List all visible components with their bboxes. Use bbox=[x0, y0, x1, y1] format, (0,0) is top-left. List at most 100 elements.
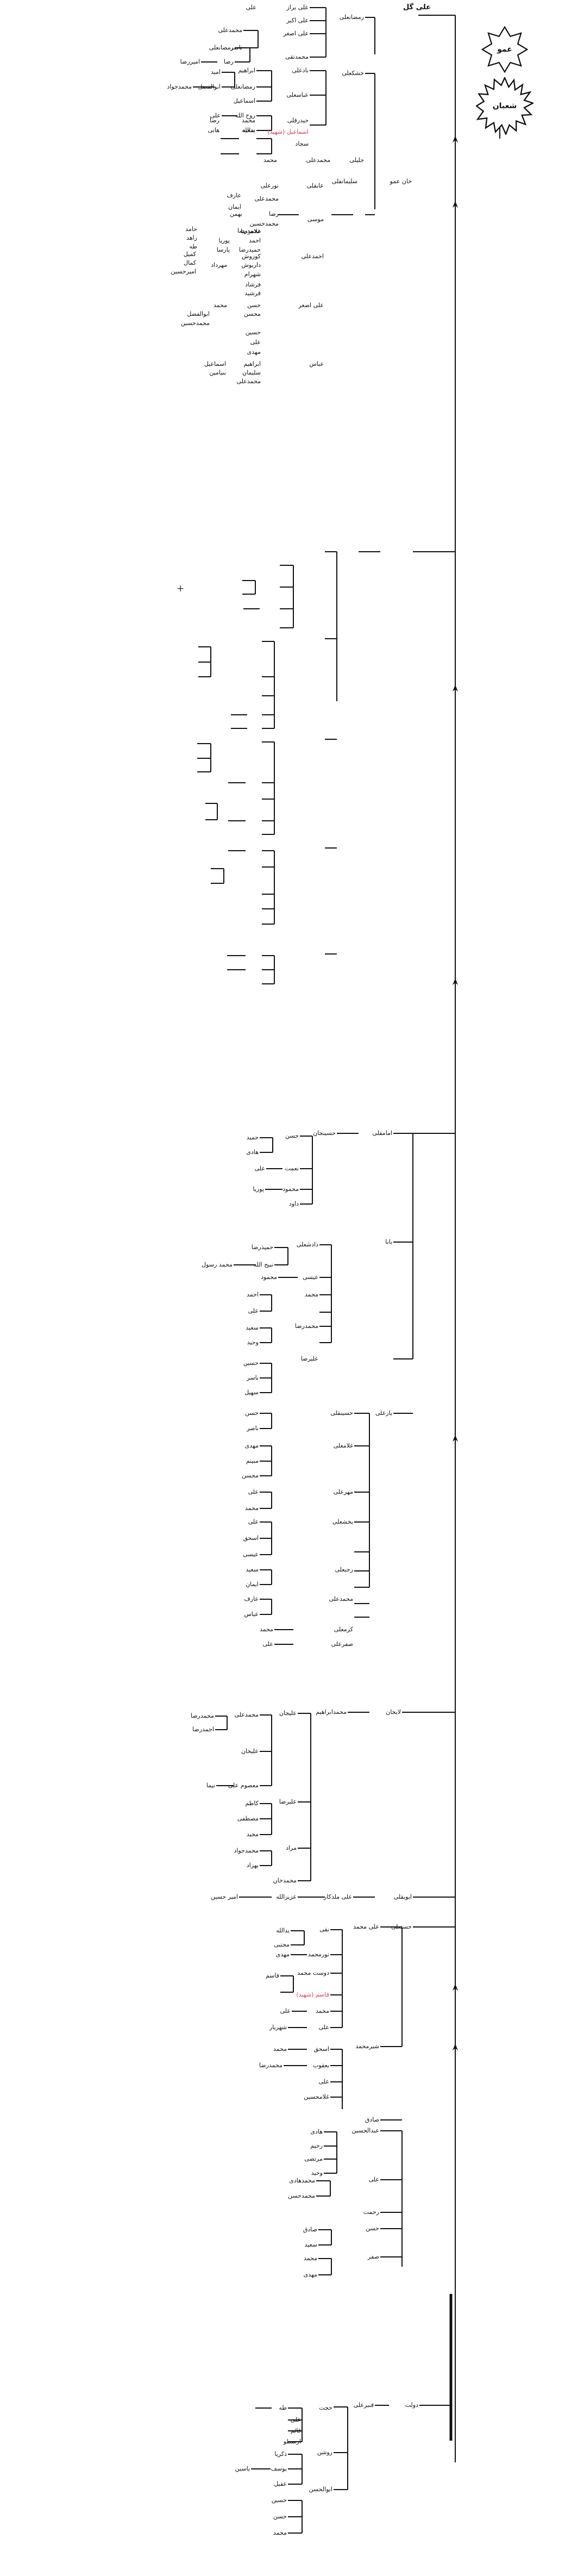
node-b3-mehrali: مهرعلی bbox=[333, 1488, 353, 1495]
node-b4-sadegh-2: صادق bbox=[303, 2226, 317, 2233]
node-b3-ali-5: علی bbox=[262, 1641, 273, 1648]
node-b3-nemat: نعمت bbox=[285, 1165, 299, 1172]
node-b4-kazem: کاظم bbox=[245, 1800, 259, 1807]
node-b1-mohammad-2: محمد bbox=[263, 157, 277, 164]
node-b2-ahmadali: احمدعلی bbox=[301, 253, 324, 260]
node-b4-mahdi: مهدی bbox=[275, 1951, 290, 1958]
node-b3-vahid: وحید bbox=[247, 1339, 259, 1346]
node-b2-mahdi: مهدی bbox=[247, 348, 261, 355]
node-b2-ali-asghar: علی اصغر bbox=[298, 302, 324, 309]
node-b4-rahim: رحیم bbox=[310, 2142, 323, 2149]
node-b4-mohammad-2: محمد bbox=[273, 2045, 287, 2053]
node-b1-mohammad: محمد bbox=[241, 117, 255, 124]
plus-marker: + bbox=[177, 583, 185, 594]
node-b1-ali-2: علی bbox=[210, 112, 221, 119]
node-b2-mohammadali-2: محمدعلی bbox=[236, 378, 261, 385]
node-b2-gholamreza: غلامرضا bbox=[241, 228, 261, 235]
node-b1-reza: رضا bbox=[223, 58, 234, 65]
node-b3-baser: باسر bbox=[247, 1374, 259, 1381]
node-b4-alimohammad: علی محمد bbox=[353, 1923, 379, 1930]
node-b4-amirhossein: امیر حسین bbox=[210, 1893, 238, 1900]
node-b2-soleimangholi: سلیمانقلی bbox=[331, 178, 357, 185]
node-b1-ali-baraz: علی براز bbox=[286, 4, 309, 11]
node-b3-mohammad: محمد bbox=[304, 1291, 318, 1298]
node-b4-sadegh: صادق bbox=[365, 2116, 379, 2123]
node-b1-mohammadtaghi: محمدتقی bbox=[285, 53, 309, 60]
node-b4-ghasem-martyr: قاسم (شهید) bbox=[296, 1991, 329, 1998]
node-b2-shahram: شهرام bbox=[244, 271, 261, 278]
node-b3-baba: بابا bbox=[385, 1238, 392, 1245]
node-b3-mohammad-3: محمد bbox=[259, 1626, 273, 1633]
node-b3-isa: عیسی bbox=[303, 1274, 318, 1281]
node-b2-aref: عارف bbox=[227, 192, 241, 199]
node-b2-pouria: پوریا bbox=[218, 237, 230, 244]
node-b2-hasan: حسن bbox=[247, 302, 261, 309]
node-b2-daryoush: داریوش bbox=[241, 261, 261, 269]
node-b1-ali-asghar: علی اصغر bbox=[283, 30, 309, 37]
node-b1-rouhollah: روح الله bbox=[235, 112, 255, 119]
node-b3-yarali: یارعلی bbox=[375, 1409, 392, 1417]
node-b2-ahmad: احمد bbox=[249, 237, 261, 244]
node-b4-shahriar: شهریار bbox=[269, 2024, 287, 2031]
node-b4-mohammad-3: محمد bbox=[303, 2255, 317, 2262]
node-b2-esmaeil: اسماعیل bbox=[204, 360, 226, 367]
node-b3-bakhshali: بخشعلی bbox=[332, 1518, 353, 1525]
node-b4-mostafa: مصطفی bbox=[237, 1815, 259, 1822]
node-b3-hossein: حسین bbox=[243, 1359, 259, 1367]
badge-amoo-label: عمو bbox=[497, 45, 512, 54]
node-b5-ghaem: قائم bbox=[291, 2427, 301, 2434]
node-b4-masoumali: معصوم علی bbox=[228, 1782, 259, 1789]
node-b4-vahid: وحید bbox=[311, 2169, 323, 2176]
node-b5-roshan: روشن bbox=[317, 2449, 332, 2456]
node-b1-mohammadali-2: محمدعلی bbox=[306, 157, 330, 164]
node-b3-hasan-2: حسن bbox=[245, 1409, 259, 1417]
node-b4-ali-4: علی bbox=[368, 2176, 379, 2183]
node-b2-farshad: فرشاد bbox=[245, 281, 261, 288]
node-b4-mojtaba: مجتبی bbox=[274, 1941, 290, 1948]
node-b4-morteza: مرتضی bbox=[304, 2155, 323, 2162]
node-b3-ali-2: علی bbox=[248, 1307, 259, 1314]
node-b2-reza: رضا bbox=[268, 210, 279, 217]
node-b3-mohammadali: محمدعلی bbox=[329, 1595, 353, 1602]
node-b4-ahmadreza: احمدرضا bbox=[192, 1726, 214, 1733]
node-b2-hamidreza: حمیدرضا bbox=[238, 246, 261, 253]
node-b1-ramezanali-2: رمضانعلی bbox=[209, 44, 234, 51]
node-b2-hossein: حسین bbox=[245, 329, 261, 336]
node-b4-ali-meldkar: علی ملدکار bbox=[323, 1893, 352, 1900]
node-b3-emamgholi: امامقلی bbox=[372, 1130, 392, 1137]
node-b4-nourmohammad: نورمحمد bbox=[307, 1951, 329, 1958]
burst-star-icon bbox=[476, 77, 533, 135]
node-b3-mohammadrasoul: محمد رسول bbox=[202, 1261, 233, 1268]
node-b4-mohammadebrahim: محمدابراهیم bbox=[316, 1708, 347, 1716]
node-b3-mobinam: مبینم bbox=[246, 1457, 259, 1464]
node-b5-aghil: عقیل bbox=[274, 2480, 287, 2487]
node-b4-ali: علی bbox=[280, 2007, 291, 2014]
node-b1-khoshkali: خشکعلی bbox=[342, 70, 364, 77]
node-b3-mahmoud: محمود bbox=[282, 1186, 299, 1193]
node-b5-yasin: یاسین bbox=[235, 2465, 250, 2472]
node-b1-reza-2: رضا bbox=[209, 117, 219, 124]
node-b3-iman: ایمان bbox=[246, 1581, 259, 1588]
node-b3-ahmad: احمد bbox=[247, 1291, 259, 1298]
node-b1-abolfazl: ابوالفضل bbox=[198, 83, 221, 90]
node-b1-saeed: سعید bbox=[242, 127, 255, 134]
node-b5-zakaria: ذکریا bbox=[274, 2450, 287, 2458]
node-b3-ali-3: علی bbox=[248, 1488, 259, 1495]
node-b2-hamed: حامد bbox=[185, 226, 197, 233]
node-b1-mohammadjavad: محمدجواد bbox=[167, 83, 192, 90]
node-b1-omid: امید bbox=[210, 68, 221, 76]
node-b4-naghi: نقی bbox=[319, 1926, 329, 1933]
node-b3-safarali: صفرعلی bbox=[331, 1641, 353, 1648]
node-b2-ebrahim: ابراهیم bbox=[243, 360, 261, 367]
badge-amoo: عمو bbox=[481, 26, 528, 73]
badge-shaban-label: شعبان bbox=[492, 102, 517, 110]
node-b4-hasan: حسن bbox=[366, 2225, 379, 2232]
node-b3-dadashali: دادشعلی bbox=[296, 1241, 318, 1248]
node-b4-mohammadkhan: محمدخان bbox=[273, 1877, 297, 1884]
node-b4-saeed: سعید bbox=[304, 2241, 317, 2248]
node-b1-ramezanali: رمضانعلی bbox=[339, 14, 364, 21]
node-b1-hani: هانی bbox=[208, 127, 219, 134]
node-b3-hosseinjan: حسینجان bbox=[313, 1130, 336, 1137]
node-b4-ali-3: علی bbox=[318, 2078, 329, 2085]
